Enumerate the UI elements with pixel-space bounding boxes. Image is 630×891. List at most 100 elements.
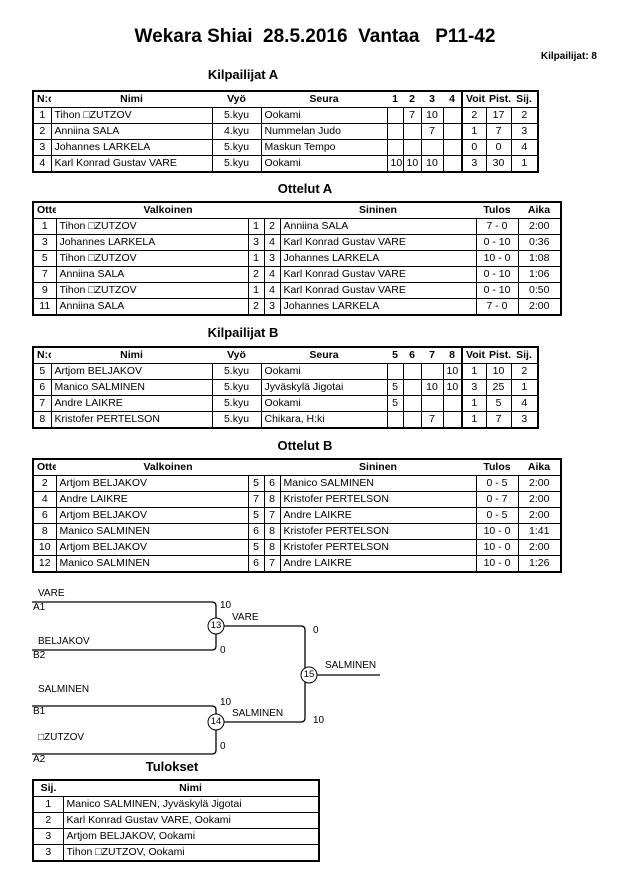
- sf2-top-name: SALMINEN: [38, 684, 90, 695]
- table-cell: 1:08: [517, 250, 562, 267]
- table-cell: Johannes LARKELA: [279, 298, 477, 316]
- table-cell: 0 - 10: [475, 234, 519, 251]
- table-cell: 10: [402, 155, 422, 173]
- column-header: Voit.: [461, 91, 486, 108]
- final-top-score: 0: [313, 625, 319, 636]
- table-cell: Tihon □ZUTZOV: [50, 107, 213, 124]
- table-row: 3 Tihon □ZUTZOV, Ookami: [32, 844, 320, 862]
- table-cell: Andre LAIKRE: [279, 507, 477, 524]
- table-cell: 1:41: [517, 523, 562, 540]
- table-row: 3 Artjom BELJAKOV, Ookami: [32, 828, 320, 845]
- table-cell: 0:50: [517, 282, 562, 299]
- page-title: Wekara Shiai 28.5.2016 Vantaa P11-42: [134, 26, 496, 47]
- table-cell: 3: [510, 411, 539, 429]
- table-cell: Karl Konrad Gustav VARE: [279, 282, 477, 299]
- table-cell: 0 - 5: [475, 507, 519, 524]
- table-row: 2 Karl Konrad Gustav VARE, Ookami: [32, 812, 320, 829]
- table-cell: Maskun Tempo: [260, 139, 388, 156]
- sf1-bottom-score: 0: [220, 645, 226, 656]
- table-cell: 1: [461, 395, 487, 412]
- table-row: 1 Manico SALMINEN, Jyväskylä Jigotai: [32, 796, 320, 813]
- table-cell: 2:00: [517, 475, 562, 492]
- table-cell: 2:00: [517, 539, 562, 556]
- header-row: Sij. Nimi: [33, 780, 319, 797]
- table-cell: 7: [420, 411, 444, 429]
- table-cell: Karl Konrad Gustav VARE: [279, 234, 477, 251]
- table-row: 6 Artjom BELJAKOV 5 7 Andre LAIKRE 0 - 5 2:00: [32, 507, 562, 524]
- column-header: Sij.: [33, 780, 63, 797]
- table-cell: Johannes LARKELA: [279, 250, 477, 267]
- matches-b-title: Ottelut B: [277, 438, 333, 453]
- table-cell: Anniina SALA: [50, 123, 213, 140]
- table-cell: Tihon □ZUTZOV, Ookami: [62, 844, 320, 862]
- table-cell: 2:00: [517, 218, 562, 235]
- table-cell: 1:26: [517, 555, 562, 573]
- pool-b-table: N:oNimiVyöSeura5678Voit.Pist.Sij.5Artjom…: [32, 346, 539, 429]
- table-cell: Johannes LARKELA: [50, 139, 213, 156]
- results-table: Sij. Nimi 1 Manico SALMINEN, Jyväskylä Jigo…: [32, 779, 320, 862]
- column-header: Sij.: [511, 91, 538, 108]
- table-cell: Kristofer PERTELSON: [50, 411, 213, 429]
- table-cell: Manico SALMINEN, Jyväskylä Jigotai: [62, 796, 320, 813]
- table-cell: Karl Konrad Gustav VARE: [279, 266, 477, 283]
- table-cell: 5.kyu: [211, 155, 262, 173]
- table-cell: Artjom BELJAKOV: [55, 539, 249, 556]
- column-header: Aika: [518, 202, 561, 219]
- matches-b-table: OtteluValkoinenSininenTulosAika2Artjom B…: [32, 458, 562, 573]
- matches-a-title: Ottelut A: [277, 181, 333, 196]
- table-row: 1 Tihon □ZUTZOV 5.kyu Ookami 7 10 2 17 2: [32, 107, 539, 124]
- table-row: 3 Johannes LARKELA 3 4 Karl Konrad Gustav VA…: [32, 234, 562, 251]
- table-cell: 0 - 10: [475, 282, 519, 299]
- match-13-circle: [207, 617, 225, 635]
- table-cell: 1: [510, 379, 539, 396]
- match-13-number: 13: [210, 620, 222, 631]
- table-row: 2 Anniina SALA 4.kyu Nummelan Judo 7 1 7 3: [32, 123, 539, 140]
- match-14-number: 14: [210, 716, 222, 727]
- table-cell: Artjom BELJAKOV, Ookami: [62, 828, 320, 845]
- pool-a-title: Kilpailijat A: [207, 67, 279, 82]
- table-cell: 11: [32, 298, 57, 316]
- table-cell: 10 - 0: [475, 555, 519, 573]
- table-cell: Kristofer PERTELSON: [279, 539, 477, 556]
- sf2-winner: SALMINEN: [232, 708, 284, 719]
- table-row: 4 Karl Konrad Gustav VARE 5.kyu Ookami 10 10 1…: [32, 155, 539, 173]
- sf1-bottom-name: BELJAKOV: [38, 636, 90, 647]
- table-row: 10 Artjom BELJAKOV 5 8 Kristofer PERTELSON 10…: [32, 539, 562, 556]
- table-cell: Chikara, H:ki: [260, 411, 388, 429]
- table-cell: 5.kyu: [211, 379, 262, 396]
- sf1-top-name: VARE: [38, 588, 65, 599]
- table-cell: Kristofer PERTELSON: [279, 523, 477, 540]
- sf2-top-seed: B1: [33, 706, 46, 717]
- sf1-top-score: 10: [220, 600, 232, 611]
- table-cell: Tihon □ZUTZOV: [55, 218, 249, 235]
- table-cell: 5.kyu: [211, 395, 262, 412]
- table-cell: 4: [510, 395, 539, 412]
- table-row: 6 Manico SALMINEN 5.kyu Jyväskylä Jigotai 5 1…: [32, 379, 539, 396]
- table-cell: Andre LAIKRE: [279, 555, 477, 573]
- table-row: 5 Tihon □ZUTZOV 1 3 Johannes LARKELA 10 - 0 1:…: [32, 250, 562, 267]
- table-row: 2 Artjom BELJAKOV 5 6 Manico SALMINEN 0 - 5 2:…: [32, 475, 562, 492]
- table-cell: Jyväskylä Jigotai: [260, 379, 388, 396]
- table-cell: 2:00: [517, 298, 562, 316]
- table-row: 8 Manico SALMINEN 6 8 Kristofer PERTELSON 10 …: [32, 523, 562, 540]
- table-cell: 5.kyu: [211, 107, 262, 124]
- table-row: 7 Andre LAIKRE 5.kyu Ookami 5 1 5 4: [32, 395, 539, 412]
- table-row: 8 Kristofer PERTELSON 5.kyu Chikara, H:ki 7 1…: [32, 411, 539, 429]
- matches-a-table: OtteluValkoinenSininenTulosAika1Tihon □Z…: [32, 201, 562, 316]
- final-winner: SALMINEN: [325, 660, 377, 671]
- table-cell: 3: [32, 139, 52, 156]
- table-cell: Manico SALMINEN: [55, 555, 249, 573]
- table-cell: 5.kyu: [211, 139, 262, 156]
- table-cell: 2:00: [517, 491, 562, 508]
- results-title: Tulokset: [145, 759, 199, 774]
- sf1-bottom-seed: B2: [33, 650, 46, 661]
- table-cell: Karl Konrad Gustav VARE, Ookami: [62, 812, 320, 829]
- column-header: Nimi: [63, 780, 319, 797]
- table-cell: Tihon □ZUTZOV: [55, 282, 249, 299]
- table-cell: Karl Konrad Gustav VARE: [50, 155, 213, 173]
- table-row: 9 Tihon □ZUTZOV 1 4 Karl Konrad Gustav VARE 0…: [32, 282, 562, 299]
- table-cell: 3: [32, 844, 64, 862]
- table-cell: 0:36: [517, 234, 562, 251]
- table-cell: 2: [32, 812, 64, 829]
